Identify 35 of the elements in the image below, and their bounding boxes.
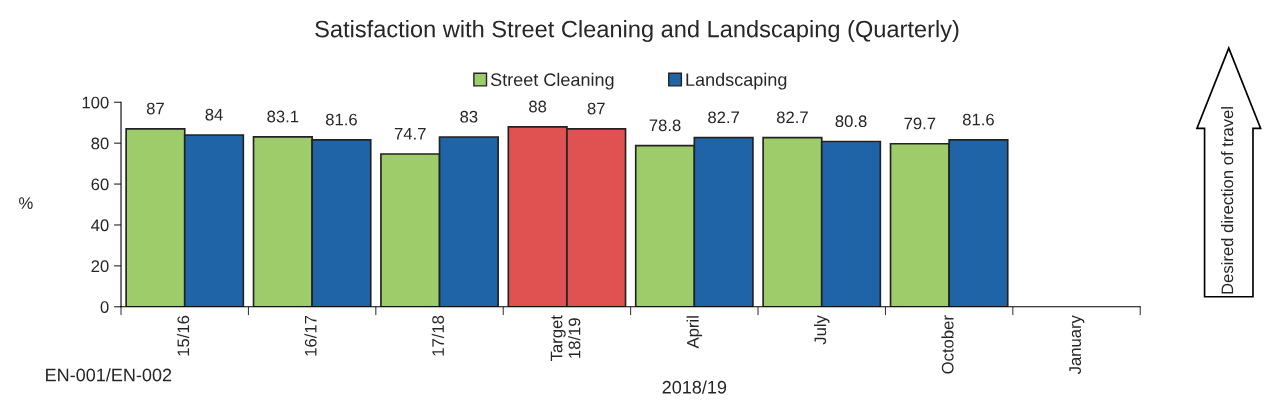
x-tick-label: October	[941, 315, 954, 374]
data-label: 74.7	[394, 127, 426, 140]
x-tick-label: 17/18	[431, 315, 444, 356]
text: EN-001/EN-002	[46, 368, 172, 382]
y-tick-label: 60	[91, 178, 109, 191]
legend-label: Landscaping	[686, 72, 787, 90]
y-tick-label: 40	[91, 219, 109, 232]
x-tick-label: Target 18/19	[550, 315, 581, 362]
data-label: 83	[460, 110, 478, 123]
data-label: 84	[205, 108, 223, 121]
data-label: 87	[587, 102, 605, 115]
data-label: 82.7	[776, 111, 808, 124]
legend-label: Street Cleaning	[490, 72, 614, 90]
data-label: 81.6	[962, 113, 994, 126]
data-label: 88	[529, 100, 547, 113]
text: 2018/19	[662, 380, 727, 394]
chart-title: Satisfaction with Street Cleaning and Landscaping (Quarterly)	[315, 20, 959, 43]
data-label: 79.7	[904, 117, 936, 130]
y-axis-title: %	[19, 197, 33, 209]
data-label: 87	[146, 102, 164, 115]
data-label: 83.1	[267, 110, 299, 123]
x-tick-label: January	[1069, 315, 1085, 375]
data-label: 81.6	[325, 113, 357, 126]
x-tick-label: April	[686, 316, 703, 349]
y-tick-label: 0	[100, 301, 109, 313]
y-tick-label: 80	[91, 137, 109, 150]
x-tick-label: 16/17	[304, 315, 317, 356]
x-tick-label: July	[813, 315, 830, 345]
y-tick-label: 100	[82, 96, 109, 109]
data-label: 82.7	[708, 111, 740, 124]
text: Desired direction of travel	[1221, 107, 1234, 294]
x-tick-label: 15/16	[176, 315, 190, 356]
data-label: 78.8	[649, 119, 681, 132]
data-label: 80.8	[835, 115, 867, 128]
y-tick-label: 20	[91, 260, 109, 273]
